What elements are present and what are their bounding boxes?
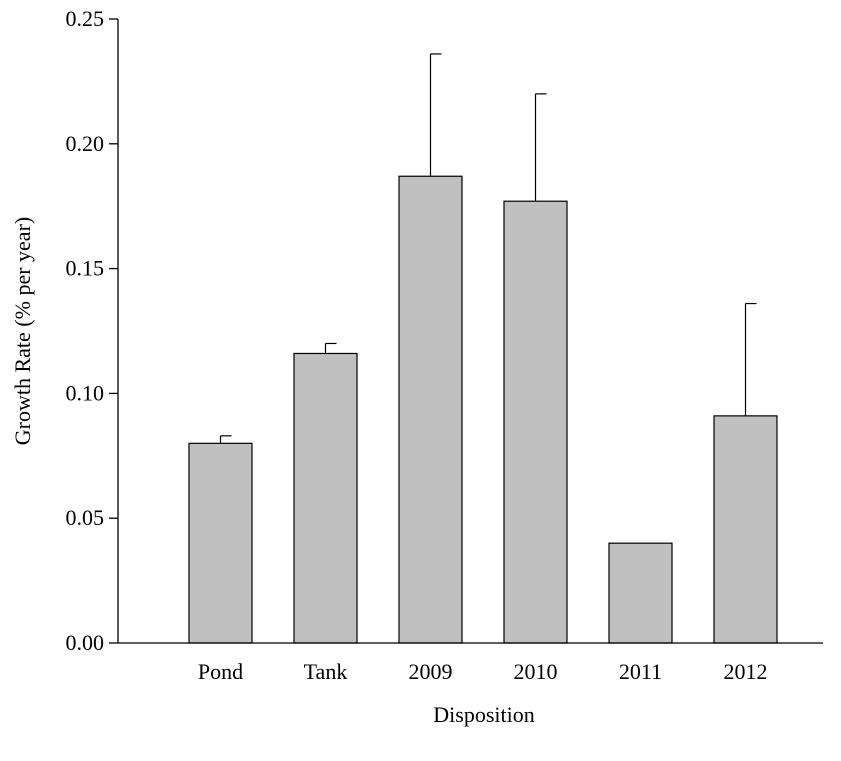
x-tick-label: Pond: [198, 659, 243, 684]
bar-2012: [713, 415, 778, 644]
x-tick-label: 2012: [724, 659, 768, 684]
bar-2011: [608, 542, 673, 644]
x-tick-label: 2011: [619, 659, 662, 684]
y-tick-label: 0.05: [66, 505, 105, 530]
bar-2009: [398, 175, 463, 644]
x-axis-label: Disposition: [433, 702, 534, 727]
bar-pond: [188, 442, 253, 644]
x-ticks: Pond Tank 2009 2010 2011 2012: [198, 659, 768, 684]
y-tick-label: 0.00: [66, 630, 105, 655]
y-axis-label: Growth Rate (% per year): [10, 217, 35, 445]
y-tick-label: 0.25: [66, 6, 105, 31]
y-tick-label: 0.20: [66, 131, 105, 156]
y-ticks: 0.00 0.05 0.10 0.15 0.20 0.25: [66, 6, 118, 655]
y-tick-label: 0.10: [66, 380, 105, 405]
bar-2010: [503, 200, 568, 644]
x-tick-label: Tank: [304, 659, 348, 684]
bar-tank: [293, 352, 358, 644]
plot-area: [188, 53, 778, 644]
x-tick-label: 2010: [514, 659, 558, 684]
y-tick-label: 0.15: [66, 256, 105, 281]
x-tick-label: 2009: [409, 659, 453, 684]
